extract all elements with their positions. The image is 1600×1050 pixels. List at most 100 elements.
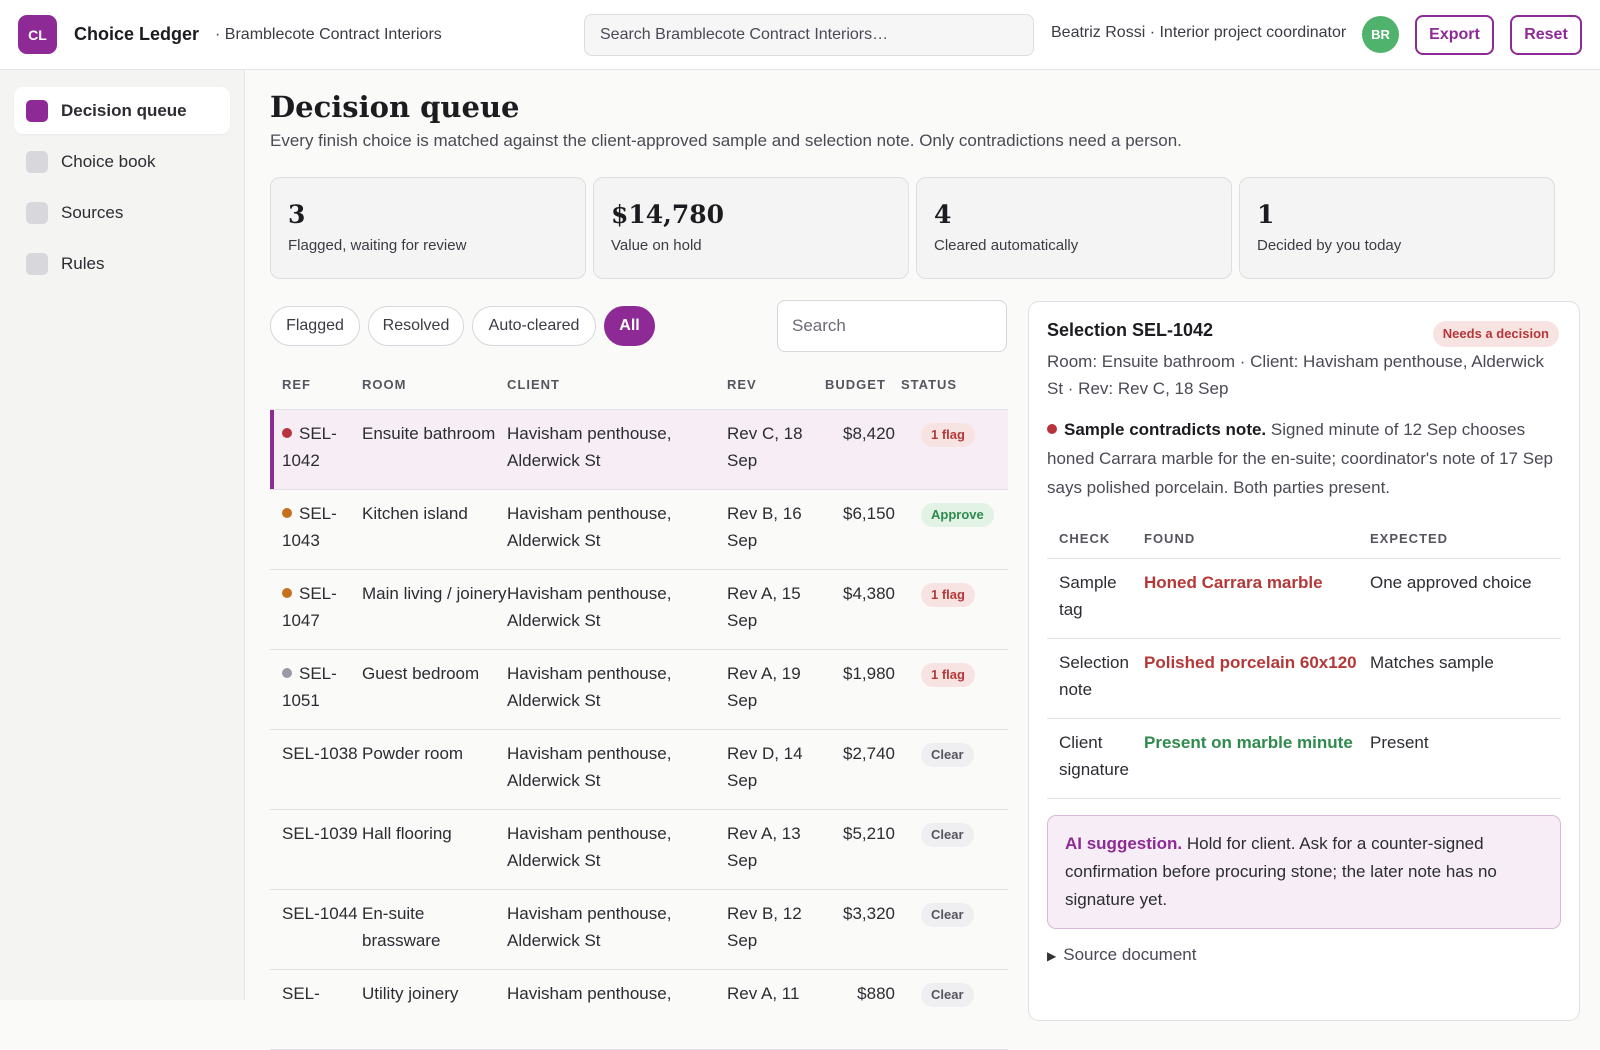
- cell-budget: $3,320: [843, 904, 895, 923]
- cell-room: Utility joinery: [362, 984, 459, 1003]
- status-badge: 1 flag: [921, 583, 975, 607]
- table-row[interactable]: SEL-1051 Guest bedroom Havisham penthouse,…: [270, 650, 1008, 730]
- column-header-budget[interactable]: BUDGET: [825, 377, 886, 392]
- global-search-input[interactable]: [584, 14, 1034, 56]
- cell-status: Approve: [901, 500, 1001, 569]
- cell-room: Ensuite bathroom: [362, 424, 496, 443]
- ai-suggestion-heading: AI suggestion.: [1065, 834, 1183, 853]
- cell-rev: Rev B, 16 Sep: [727, 504, 802, 550]
- filter-chip-all[interactable]: All: [604, 306, 655, 346]
- cell-status: Clear: [901, 900, 1001, 969]
- page-subtitle: Every finish choice is matched against t…: [270, 131, 1182, 150]
- check-name: Sample tag: [1059, 573, 1117, 619]
- table-row[interactable]: SEL-1043 Kitchen island Havisham penthouse…: [270, 490, 1008, 570]
- cell-budget: $880: [857, 984, 895, 1003]
- cell-client: Havisham penthouse,: [507, 984, 672, 1003]
- nav-square-icon: [26, 99, 48, 122]
- page-title: Decision queue: [270, 90, 520, 124]
- stat-label: Cleared automatically: [934, 237, 1079, 254]
- table-row[interactable]: SEL-1044 En-suite brassware Havisham penth…: [270, 890, 1008, 970]
- cell-status: 1 flag: [901, 420, 1001, 489]
- status-badge: Clear: [921, 743, 974, 767]
- cell-ref: SEL-1039: [270, 820, 362, 889]
- sidebar-item-label: Decision queue: [61, 100, 187, 120]
- cell-room: Hall flooring: [362, 824, 452, 843]
- cell-room: Guest bedroom: [362, 664, 480, 683]
- table-row[interactable]: SEL-1038 Powder room Havisham penthouse, A…: [270, 730, 1008, 810]
- column-header-ref[interactable]: REF: [282, 377, 311, 392]
- cell-ref: SEL-1044: [270, 900, 362, 969]
- status-badge: Clear: [921, 903, 974, 927]
- stat-card: 3 Flagged, waiting for review: [270, 177, 586, 279]
- table-row[interactable]: SEL-1047 Main living / joinery Havisham pe…: [270, 570, 1008, 650]
- list-search-input[interactable]: [777, 300, 1007, 352]
- sidebar-item-rules[interactable]: Rules: [14, 240, 230, 287]
- source-document-toggle[interactable]: ▶ Source document: [1047, 945, 1561, 965]
- caret-right-icon: ▶: [1047, 949, 1057, 963]
- contradiction-note: Sample contradicts note. Signed minute o…: [1047, 415, 1561, 502]
- checks-table: CHECK FOUND EXPECTED Sample tag Honed Car…: [1047, 519, 1561, 799]
- top-bar: CL Choice Ledger · Bramblecote Contract …: [0, 0, 1600, 70]
- user-name: Beatriz Rossi · Interior project coordin…: [1051, 24, 1347, 41]
- check-row: Sample tag Honed Carrara marble One approv…: [1047, 559, 1561, 639]
- status-badge: Approve: [921, 503, 994, 527]
- column-header-status[interactable]: STATUS: [901, 377, 958, 392]
- stat-label: Decided by you today: [1257, 237, 1402, 254]
- stat-value: 4: [934, 200, 952, 229]
- ref-text: SEL-: [282, 984, 320, 1003]
- priority-dot-icon: [282, 428, 292, 438]
- avatar[interactable]: BR: [1362, 16, 1399, 53]
- ref-text: SEL-1039: [282, 824, 358, 843]
- nav-square-icon: [26, 201, 48, 224]
- note-heading: Sample contradicts note.: [1064, 420, 1267, 439]
- checks-header-expected: EXPECTED: [1370, 531, 1449, 546]
- nav-square-icon: [26, 150, 48, 173]
- sidebar-item-label: Sources: [61, 202, 124, 222]
- cell-status: Clear: [901, 980, 1001, 1049]
- cell-client: Havisham penthouse, Alderwick St: [507, 744, 672, 790]
- cell-budget: $2,740: [843, 744, 895, 763]
- ref-text: SEL-1047: [282, 584, 337, 630]
- reset-button[interactable]: Reset: [1510, 15, 1582, 55]
- cell-status: Clear: [901, 740, 1001, 809]
- column-header-room[interactable]: ROOM: [362, 377, 407, 392]
- source-document-label: Source document: [1063, 945, 1197, 964]
- ref-text: SEL-1042: [282, 424, 337, 470]
- priority-dot-icon: [282, 668, 292, 678]
- stat-label: Value on hold: [611, 237, 702, 254]
- sidebar-item-decision-queue[interactable]: Decision queue: [14, 87, 230, 134]
- check-name: Client signature: [1059, 733, 1129, 779]
- export-button[interactable]: Export: [1415, 15, 1494, 55]
- cell-ref: SEL-: [270, 980, 362, 1049]
- cell-ref: SEL-1043: [270, 500, 362, 569]
- column-header-rev[interactable]: REV: [727, 377, 757, 392]
- app-logo[interactable]: CL: [18, 15, 57, 54]
- cell-rev: Rev B, 12 Sep: [727, 904, 802, 950]
- column-header-client[interactable]: CLIENT: [507, 377, 560, 392]
- selection-table: REF ROOM CLIENT REV BUDGET STATUS SEL-10…: [270, 360, 1008, 1050]
- note-body: Signed minute of 12 Sep chooses honed Ca…: [1047, 420, 1553, 497]
- check-found: Polished porcelain 60x120: [1144, 653, 1357, 672]
- sidebar-item-choice-book[interactable]: Choice book: [14, 138, 230, 185]
- cell-budget: $1,980: [843, 664, 895, 683]
- table-row[interactable]: SEL-1042 Ensuite bathroom Havisham penthou…: [270, 410, 1008, 490]
- filter-chip-flagged[interactable]: Flagged: [270, 306, 360, 346]
- sidebar-item-label: Rules: [61, 253, 105, 273]
- priority-dot-icon: [282, 588, 292, 598]
- app-title: Choice Ledger: [74, 24, 200, 44]
- table-row[interactable]: SEL-1039 Hall flooring Havisham penthouse,…: [270, 810, 1008, 890]
- table-row[interactable]: SEL- Utility joinery Havisham penthouse, Re…: [270, 970, 1008, 1050]
- sidebar-item-sources[interactable]: Sources: [14, 189, 230, 236]
- cell-ref: SEL-1051: [270, 660, 362, 729]
- cell-client: Havisham penthouse, Alderwick St: [507, 664, 672, 710]
- filter-chip-resolved[interactable]: Resolved: [368, 306, 464, 346]
- cell-client: Havisham penthouse, Alderwick St: [507, 824, 672, 870]
- check-expected: Present: [1370, 733, 1429, 752]
- check-expected: One approved choice: [1370, 573, 1532, 592]
- priority-dot-icon: [282, 508, 292, 518]
- alert-dot-icon: [1047, 424, 1057, 434]
- filter-chip-auto-cleared[interactable]: Auto-cleared: [472, 306, 596, 346]
- cell-ref: SEL-1042: [270, 420, 362, 489]
- status-badge: Clear: [921, 823, 974, 847]
- stat-card: 4 Cleared automatically: [916, 177, 1232, 279]
